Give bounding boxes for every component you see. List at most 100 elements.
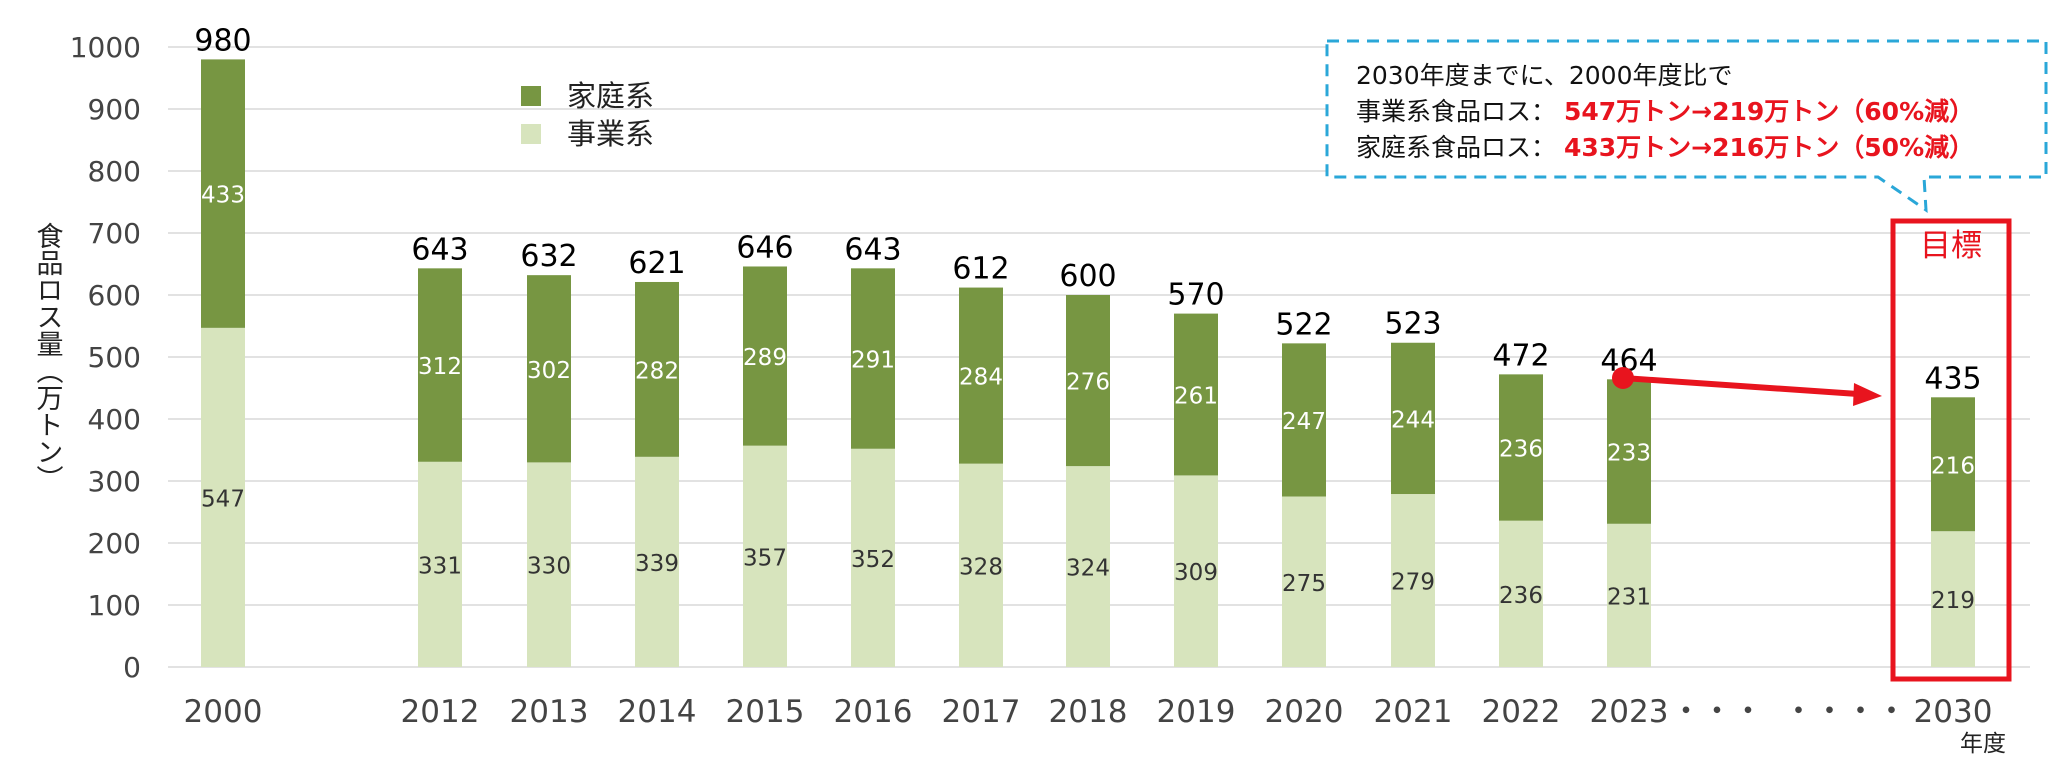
bar-household-2019 [1174, 313, 1218, 476]
y-tick-label-1000: 1000 [70, 31, 141, 64]
data-label-total-2020: 522 [1275, 307, 1332, 342]
arrow-head [1853, 383, 1882, 406]
y-tick-label-600: 600 [88, 279, 141, 312]
data-label-total-2000: 980 [194, 23, 251, 58]
bar-household-2013 [527, 275, 571, 463]
bar-business-2015 [743, 445, 787, 667]
x-axis-unit: 年度 [1960, 731, 2006, 757]
x-tick-label-2014: 2014 [618, 694, 697, 730]
x-tick-label-2020: 2020 [1265, 694, 1344, 730]
data-label-business-2015: 357 [743, 545, 787, 571]
data-label-business-2018: 324 [1066, 556, 1110, 582]
bar-household-2012 [418, 268, 462, 462]
x-tick-label-2015: 2015 [726, 694, 805, 730]
bar-household-2021 [1391, 342, 1435, 495]
data-label-household-2018: 276 [1066, 370, 1110, 396]
bars: 547 433 980 331 312 643 330 302 632 339 282 621 357 2… [194, 23, 1982, 667]
y-tick-label-0: 0 [123, 651, 141, 684]
callout-line-2: 事業系食品ロス： 547万トン→219万トン（60%減） [1356, 97, 1974, 126]
y-tick-label-400: 400 [88, 403, 141, 436]
data-label-business-2021: 279 [1391, 570, 1435, 596]
y-tick-label-500: 500 [88, 341, 141, 374]
legend-label-household: 家庭系 [567, 79, 654, 113]
data-label-household-2016: 291 [851, 348, 895, 374]
x-tick-label-2000: 2000 [184, 694, 263, 730]
bar-household-2020 [1282, 343, 1326, 497]
callout: 2030年度までに、2000年度比で 事業系食品ロス： 547万トン→219万ト… [1325, 39, 2048, 213]
data-label-total-2015: 646 [736, 230, 793, 265]
bar-business-2000 [201, 327, 245, 667]
x-axis-ticks: 2000 2012 2013 2014 2015 2016 2017 2018 2019 2020… [184, 694, 1993, 730]
callout-line-1: 2030年度までに、2000年度比で [1356, 61, 1733, 90]
data-label-household-2012: 312 [418, 354, 462, 380]
x-tick-label-2017: 2017 [942, 694, 1021, 730]
bar-household-2022 [1499, 374, 1543, 521]
bar-business-2020 [1282, 496, 1326, 667]
arrow-start-dot [1612, 367, 1634, 389]
arrow-line [1622, 375, 1859, 397]
x-tick-label-2023: 2023 [1590, 694, 1669, 730]
y-tick-label-300: 300 [88, 465, 141, 498]
bar-business-2023 [1607, 523, 1651, 667]
data-label-household-2022: 236 [1499, 437, 1543, 463]
x-tick-label-2016: 2016 [834, 694, 913, 730]
data-label-household-2020: 247 [1282, 409, 1326, 435]
data-label-household-2014: 282 [635, 358, 679, 384]
bar-business-2019 [1174, 475, 1218, 667]
bar-business-2014 [635, 456, 679, 667]
data-label-total-2017: 612 [952, 252, 1009, 287]
bar-household-2014 [635, 281, 679, 457]
data-label-total-2019: 570 [1167, 278, 1224, 313]
bar-household-2017 [959, 287, 1003, 464]
x-tick-label-2022: 2022 [1482, 694, 1561, 730]
data-label-business-2013: 330 [527, 554, 571, 580]
trend-arrow [1612, 367, 1882, 406]
y-tick-label-800: 800 [88, 155, 141, 188]
bar-business-2021 [1391, 494, 1435, 667]
bar-household-2018 [1066, 295, 1110, 467]
data-label-household-2019: 261 [1174, 384, 1218, 410]
target-frame: 目標 [1890, 218, 2012, 682]
x-tick-label-2018: 2018 [1049, 694, 1128, 730]
x-tick-label-2021: 2021 [1374, 694, 1453, 730]
data-label-household-2013: 302 [527, 358, 571, 384]
data-label-business-2000: 547 [201, 486, 245, 512]
bar-business-2013 [527, 462, 571, 667]
bar-business-2022 [1499, 520, 1543, 667]
target-label: 目標 [1920, 228, 1982, 264]
callout-line-2-prefix: 事業系食品ロス： [1356, 97, 1556, 126]
bar-business-2030 [1931, 531, 1975, 667]
data-label-total-2018: 600 [1059, 259, 1116, 294]
x-tick-label-2019: 2019 [1157, 694, 1236, 730]
data-label-business-2022: 236 [1499, 583, 1543, 609]
data-label-total-2013: 632 [520, 239, 577, 274]
bar-household-2000 [201, 59, 245, 328]
data-label-total-2022: 472 [1492, 338, 1549, 373]
data-label-household-2017: 284 [959, 365, 1003, 391]
data-label-household-2015: 289 [743, 345, 787, 371]
data-label-household-2000: 433 [201, 183, 245, 209]
gap-marker-1: ・・・ [1671, 694, 1764, 730]
y-axis-title: 食品ロス量（万トン） [32, 222, 64, 492]
x-tick-label-2012: 2012 [401, 694, 480, 730]
y-tick-label-900: 900 [88, 93, 141, 126]
gap-marker-2: ・・・・ [1783, 694, 1907, 730]
bar-household-2015 [743, 266, 787, 446]
data-label-total-2021: 523 [1384, 307, 1441, 342]
x-tick-label-2013: 2013 [510, 694, 589, 730]
data-label-business-2016: 352 [851, 547, 895, 573]
data-label-total-2030: 435 [1924, 361, 1981, 396]
data-label-business-2012: 331 [418, 553, 462, 579]
legend: 家庭系 事業系 [521, 79, 654, 151]
data-label-business-2017: 328 [959, 554, 1003, 580]
y-axis-ticks: 0 100 200 300 400 500 600 700 800 900 1000 [70, 31, 141, 684]
y-tick-label-200: 200 [88, 527, 141, 560]
data-label-total-2016: 643 [844, 232, 901, 267]
callout-line-1-text: 2030年度までに、2000年度比で [1356, 61, 1733, 90]
bar-household-2030 [1931, 397, 1975, 532]
callout-box [1325, 39, 2048, 213]
bar-business-2018 [1066, 466, 1110, 667]
callout-line-3-value: 433万トン→216万トン（50%減） [1564, 133, 1974, 162]
bar-household-2016 [851, 268, 895, 449]
